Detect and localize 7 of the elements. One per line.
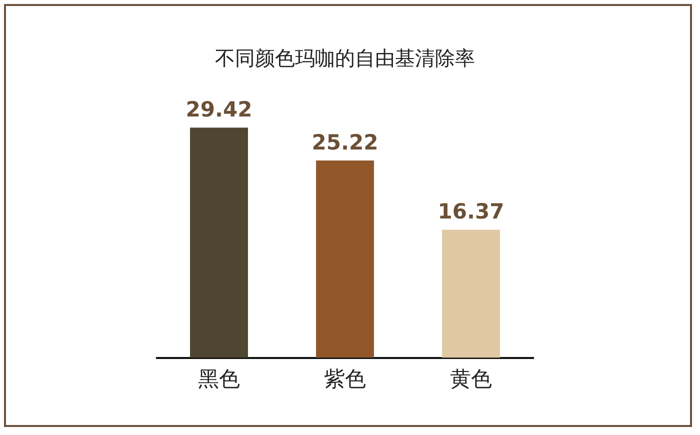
x-tick-label: 紫色 [324,366,366,391]
chart-title: 不同颜色玛咖的自由基清除率 [215,46,475,70]
data-label: 25.22 [312,130,378,154]
data-label: 16.37 [438,200,504,224]
x-tick-label: 黄色 [450,366,492,391]
x-tick-label: 黑色 [198,366,240,391]
data-label: 29.42 [186,98,252,122]
